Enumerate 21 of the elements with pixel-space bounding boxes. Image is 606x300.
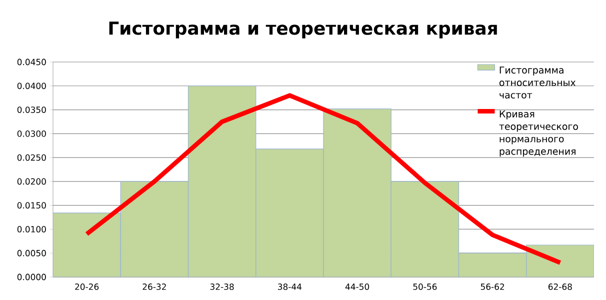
y-tick-label: 0.0250 <box>17 154 46 161</box>
y-tick-label: 0.0000 <box>17 274 46 280</box>
y-tick-label: 0.0350 <box>17 106 46 113</box>
x-tick-label: 20-26 <box>75 284 99 290</box>
legend-label: Гистограмма относительных частот <box>499 66 576 99</box>
x-tick-label: 44-50 <box>345 284 370 290</box>
y-tick-label: 0.0400 <box>17 82 46 90</box>
y-tick-label: 0.0150 <box>17 202 46 209</box>
chart-title: Гистограмма и теоретическая кривая <box>109 22 497 38</box>
x-tick-label: 62-68 <box>548 284 572 290</box>
y-tick-label: 0.0450 <box>17 58 46 66</box>
x-tick-label: 50-56 <box>413 284 437 290</box>
x-tick-label: 32-38 <box>210 284 234 290</box>
y-tick-label: 0.0300 <box>17 130 46 137</box>
x-tick-label: 38-44 <box>278 284 302 290</box>
x-tick-label: 26-32 <box>142 284 166 290</box>
y-tick-label: 0.0200 <box>17 178 46 185</box>
x-tick-label: 56-62 <box>480 284 504 290</box>
y-tick-label: 0.0100 <box>17 226 46 232</box>
legend-label: Кривая теоретического нормального распределения <box>499 110 578 157</box>
y-tick-label: 0.0050 <box>17 250 46 256</box>
